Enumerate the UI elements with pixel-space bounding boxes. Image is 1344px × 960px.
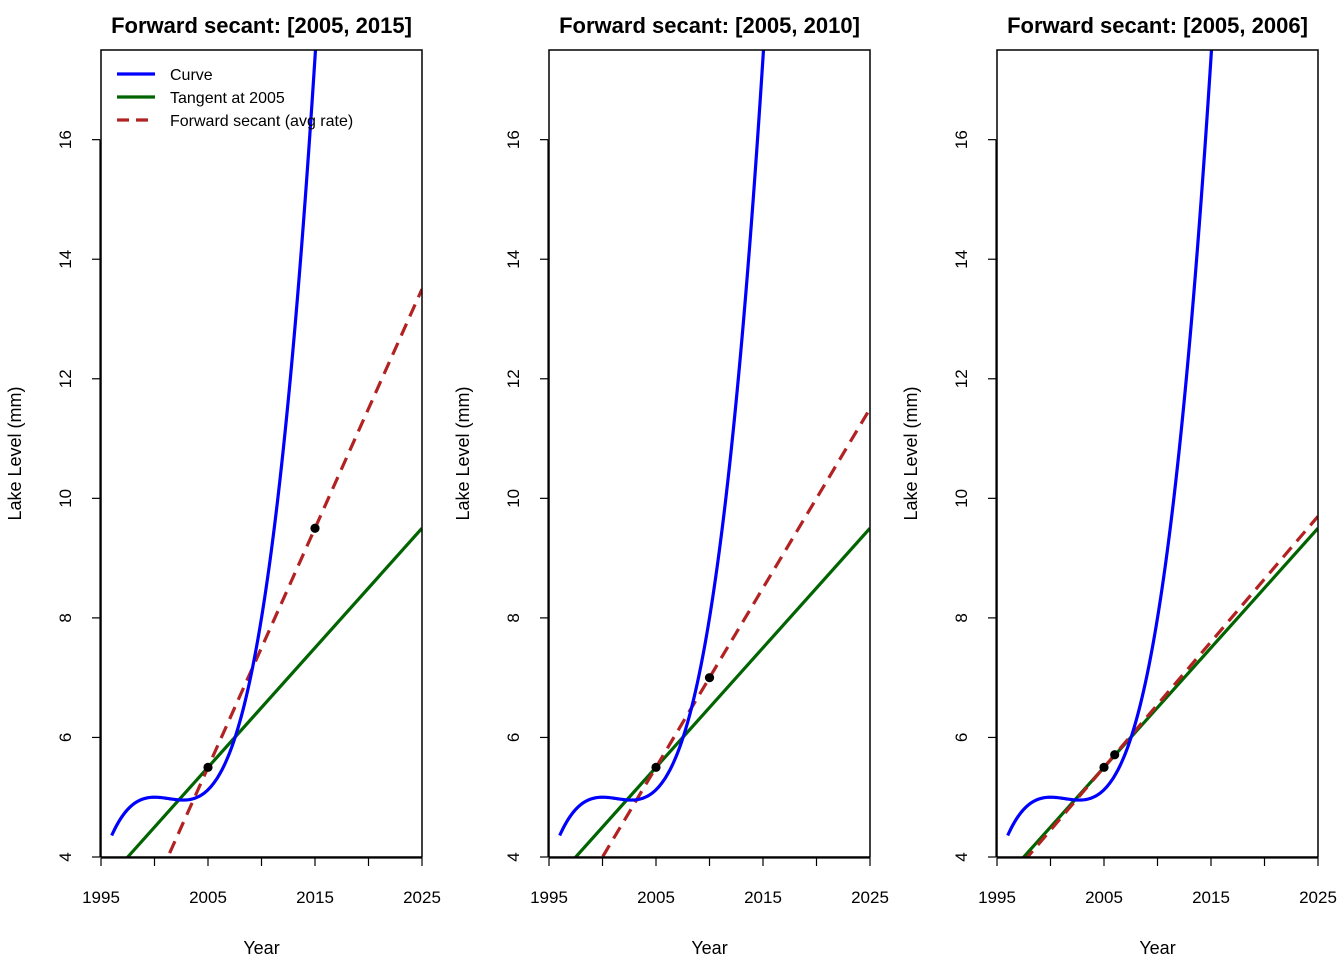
x-tick-label: 2005 <box>1085 888 1123 907</box>
chart-title: Forward secant: [2005, 2015] <box>111 13 412 38</box>
y-tick-label: 6 <box>504 733 523 742</box>
y-tick-label: 6 <box>952 733 971 742</box>
x-tick-label: 1995 <box>82 888 120 907</box>
plot-frame <box>100 49 423 858</box>
y-axis-label: Lake Level (mm) <box>901 386 921 520</box>
data-point-1 <box>1099 762 1109 772</box>
legend-label: Curve <box>170 67 213 84</box>
x-tick-label: 2015 <box>296 888 334 907</box>
x-tick-label: 2015 <box>1192 888 1230 907</box>
curve-line <box>1006 50 1214 837</box>
curve-line <box>558 50 766 837</box>
plot-frame <box>996 49 1319 858</box>
y-tick-label: 8 <box>504 613 523 622</box>
plot-area <box>558 50 870 857</box>
chart-panel-2: Forward secant: [2005, 2010] 1995 2005 2015… <box>453 13 889 958</box>
y-tick-label: 4 <box>56 852 75 861</box>
y-tick-label: 4 <box>504 852 523 861</box>
plot-frame <box>548 49 871 858</box>
x-tick-label: 2025 <box>1299 888 1337 907</box>
y-tick-label: 14 <box>56 250 75 269</box>
x-tick-label: 1995 <box>530 888 568 907</box>
secant-line <box>166 288 422 857</box>
x-axis-label: Year <box>1139 938 1175 958</box>
plot-area <box>110 50 422 857</box>
data-point-2 <box>1110 750 1120 760</box>
y-tick-label: 10 <box>56 489 75 508</box>
chart-panel-3: Forward secant: [2005, 2006] 1995 2005 2015… <box>901 13 1337 958</box>
data-point-2 <box>704 673 715 683</box>
x-axis-label: Year <box>691 938 727 958</box>
y-tick-label: 12 <box>504 369 523 388</box>
y-tick-label: 14 <box>504 250 523 269</box>
y-tick-label: 4 <box>952 852 971 861</box>
tangent-line <box>125 527 422 857</box>
chart-panel-1: Forward secant: [2005, 2015] 1995 2005 2015… <box>5 13 441 958</box>
chart-title: Forward secant: [2005, 2010] <box>559 13 860 38</box>
x-tick-label: 2025 <box>851 888 889 907</box>
legend-label: Tangent at 2005 <box>170 90 285 107</box>
data-point-1 <box>651 762 661 772</box>
y-tick-label: 10 <box>504 489 523 508</box>
legend-label: Forward secant (avg rate) <box>170 113 353 130</box>
x-tick-label: 2015 <box>744 888 782 907</box>
y-tick-label: 8 <box>56 613 75 622</box>
y-tick-label: 12 <box>56 369 75 388</box>
y-axis-label: Lake Level (mm) <box>5 386 25 520</box>
x-tick-label: 2005 <box>637 888 675 907</box>
data-point-2 <box>310 523 320 533</box>
plot-area <box>1006 50 1318 857</box>
y-tick-label: 6 <box>56 733 75 742</box>
tangent-line <box>573 527 870 857</box>
x-tick-label: 1995 <box>978 888 1016 907</box>
y-tick-label: 8 <box>952 613 971 622</box>
tangent-line <box>1021 527 1318 857</box>
y-tick-label: 12 <box>952 369 971 388</box>
data-point-1 <box>203 762 213 772</box>
y-axis-label: Lake Level (mm) <box>453 386 473 520</box>
chart-title: Forward secant: [2005, 2006] <box>1007 13 1308 38</box>
y-tick-label: 16 <box>952 130 971 149</box>
y-tick-label: 10 <box>952 489 971 508</box>
x-tick-label: 2005 <box>189 888 227 907</box>
y-tick-label: 16 <box>504 130 523 149</box>
x-axis-label: Year <box>243 938 279 958</box>
x-tick-label: 2025 <box>403 888 441 907</box>
y-tick-label: 16 <box>56 130 75 149</box>
y-tick-label: 14 <box>952 250 971 269</box>
legend: Curve Tangent at 2005 Forward secant (avg … <box>117 67 353 130</box>
curve-line <box>110 50 318 837</box>
secant-line <box>1025 515 1318 857</box>
